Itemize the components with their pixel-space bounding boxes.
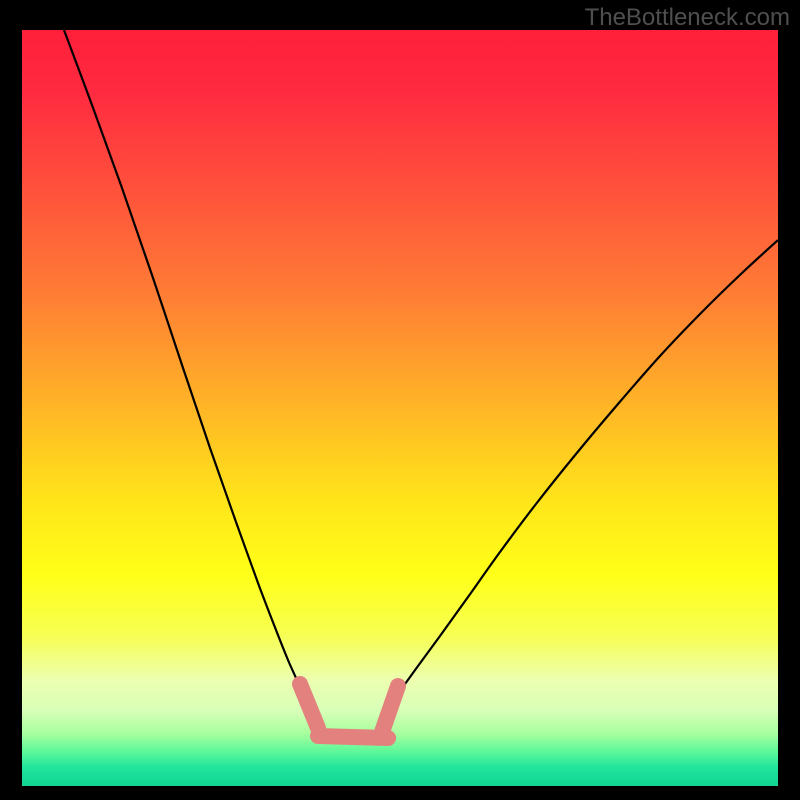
chart-root: TheBottleneck.com	[0, 0, 800, 800]
gradient-background	[22, 30, 778, 786]
chart-svg	[0, 0, 800, 800]
watermark-text: TheBottleneck.com	[585, 4, 790, 32]
